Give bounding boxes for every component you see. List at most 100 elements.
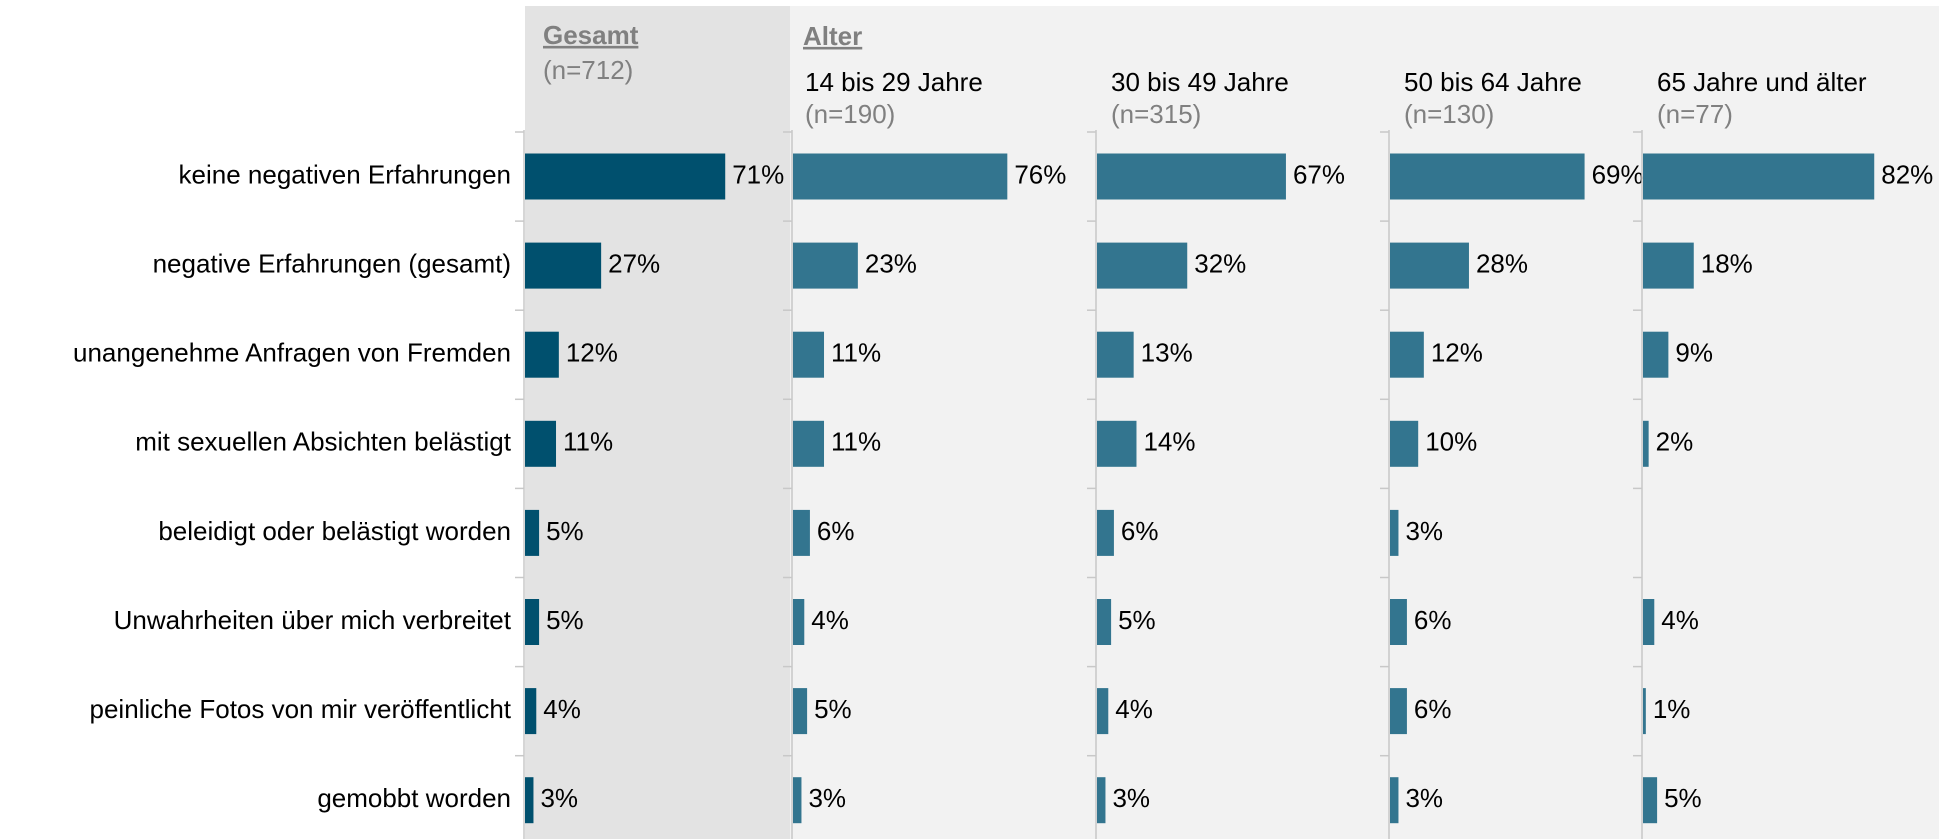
value-label: 6%: [1414, 605, 1452, 635]
value-label: 71%: [732, 159, 784, 189]
bar: [793, 777, 802, 824]
value-label: 6%: [817, 516, 855, 546]
bar: [1097, 509, 1114, 556]
series-header: 65 Jahre und älter: [1657, 67, 1867, 97]
series-subtitle: (n=712): [543, 55, 633, 85]
series-header: Gesamt: [543, 20, 639, 50]
bar: [1643, 153, 1875, 200]
bar: [1097, 599, 1112, 645]
bar: [525, 242, 602, 289]
bar: [1643, 331, 1669, 378]
bar: [793, 153, 1008, 200]
bar: [525, 777, 534, 824]
value-label: 4%: [811, 605, 849, 635]
value-label: 18%: [1701, 248, 1753, 278]
value-label: 76%: [1014, 159, 1066, 189]
bar: [1390, 242, 1469, 289]
value-label: 82%: [1881, 159, 1933, 189]
bar: [1643, 420, 1649, 467]
value-label: 5%: [1664, 783, 1702, 813]
bar: [1097, 153, 1286, 200]
value-label: 4%: [543, 694, 581, 724]
value-label: 2%: [1656, 427, 1694, 457]
series-subtitle: (n=315): [1111, 99, 1201, 129]
value-label: 3%: [1112, 783, 1150, 813]
series-header: 50 bis 64 Jahre: [1404, 67, 1582, 97]
value-label: 12%: [566, 338, 618, 368]
bar: [1390, 153, 1585, 200]
value-label: 32%: [1194, 248, 1246, 278]
bar: [525, 688, 537, 735]
bar: [793, 420, 825, 467]
bar: [793, 688, 808, 735]
category-label: mit sexuellen Absichten belästigt: [135, 427, 512, 457]
bar: [1097, 420, 1137, 467]
value-label: 5%: [814, 694, 852, 724]
bar: [1390, 777, 1399, 824]
value-label: 69%: [1592, 159, 1644, 189]
value-label: 4%: [1115, 694, 1153, 724]
bar: [525, 509, 540, 556]
bar: [1390, 509, 1399, 556]
value-label: 28%: [1476, 248, 1528, 278]
bar: [1390, 688, 1407, 735]
category-label: Unwahrheiten über mich verbreitet: [114, 605, 512, 635]
bar: [525, 331, 559, 378]
bar: [1643, 688, 1646, 735]
category-label: gemobbt worden: [317, 783, 511, 813]
value-label: 3%: [1405, 783, 1443, 813]
bar: [1390, 599, 1407, 645]
bar: [1643, 777, 1658, 824]
value-label: 12%: [1431, 338, 1483, 368]
value-label: 11%: [831, 338, 881, 368]
bar: [1097, 688, 1109, 735]
value-label: 67%: [1293, 159, 1345, 189]
value-label: 3%: [540, 783, 578, 813]
bar: [1097, 242, 1188, 289]
value-label: 10%: [1425, 427, 1477, 457]
series-header: 30 bis 49 Jahre: [1111, 67, 1289, 97]
value-label: 23%: [865, 248, 917, 278]
value-label: 14%: [1143, 427, 1195, 457]
category-label: negative Erfahrungen (gesamt): [153, 248, 511, 278]
value-label: 9%: [1675, 338, 1713, 368]
bar: [1097, 331, 1134, 378]
value-label: 3%: [808, 783, 846, 813]
bar: [525, 153, 726, 200]
bar: [1643, 242, 1694, 289]
bar: [525, 599, 540, 645]
series-subtitle: (n=130): [1404, 99, 1494, 129]
category-label: beleidigt oder belästigt worden: [158, 516, 511, 546]
bar: [1390, 331, 1424, 378]
gesamt-background: [525, 6, 790, 839]
bar: [793, 242, 858, 289]
value-label: 27%: [608, 248, 660, 278]
series-subtitle: (n=190): [805, 99, 895, 129]
value-label: 5%: [1118, 605, 1156, 635]
value-label: 3%: [1405, 516, 1443, 546]
category-label: keine negativen Erfahrungen: [179, 159, 511, 189]
category-label: unangenehme Anfragen von Fremden: [73, 338, 511, 368]
bar: [793, 509, 810, 556]
bar: [1097, 777, 1106, 824]
category-label: peinliche Fotos von mir veröffentlicht: [90, 694, 512, 724]
bar: [1390, 420, 1419, 467]
value-label: 11%: [831, 427, 881, 457]
series-subtitle: (n=77): [1657, 99, 1733, 129]
bar: [1643, 599, 1655, 645]
value-label: 6%: [1414, 694, 1452, 724]
value-label: 5%: [546, 516, 584, 546]
value-label: 4%: [1661, 605, 1699, 635]
alter-background: [790, 6, 1939, 839]
value-label: 1%: [1653, 694, 1691, 724]
bar: [525, 420, 557, 467]
bar: [793, 599, 805, 645]
value-label: 6%: [1121, 516, 1159, 546]
value-label: 13%: [1141, 338, 1193, 368]
series-header: 14 bis 29 Jahre: [805, 67, 983, 97]
value-label: 11%: [563, 427, 613, 457]
bar: [793, 331, 825, 378]
value-label: 5%: [546, 605, 584, 635]
group-label: Alter: [803, 21, 862, 51]
